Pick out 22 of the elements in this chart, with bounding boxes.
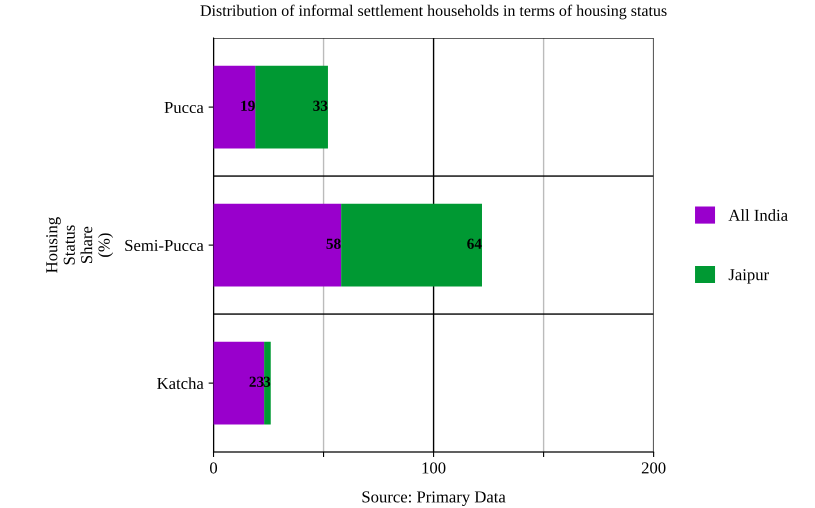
bar [264, 342, 271, 425]
y-tick-label: Katcha [157, 377, 204, 390]
legend-label: Jaipur [728, 269, 769, 284]
y-tick-label: Pucca [164, 102, 204, 114]
data-label: 58 [326, 238, 341, 249]
bar [255, 66, 328, 149]
bar [214, 342, 264, 425]
data-label: 23 [250, 376, 264, 387]
data-label: 19 [241, 100, 255, 111]
y-axis-title: Housing Status Share (%) [46, 217, 114, 273]
x-tick-label: 100 [422, 462, 446, 474]
data-label: 64 [467, 238, 482, 249]
x-tick-label: 0 [210, 462, 218, 474]
bar [214, 204, 342, 287]
bar [214, 66, 256, 149]
y-tick-label: Semi-Pucca [125, 240, 204, 252]
bar [341, 204, 482, 287]
legend-label: All India [728, 209, 788, 221]
x-tick-label: 200 [642, 462, 666, 474]
x-axis-title: Source: Primary Data [362, 491, 506, 506]
chart-title: Distribution of informal settlement households in terms of housing status [200, 4, 667, 20]
data-label: 33 [313, 100, 328, 111]
